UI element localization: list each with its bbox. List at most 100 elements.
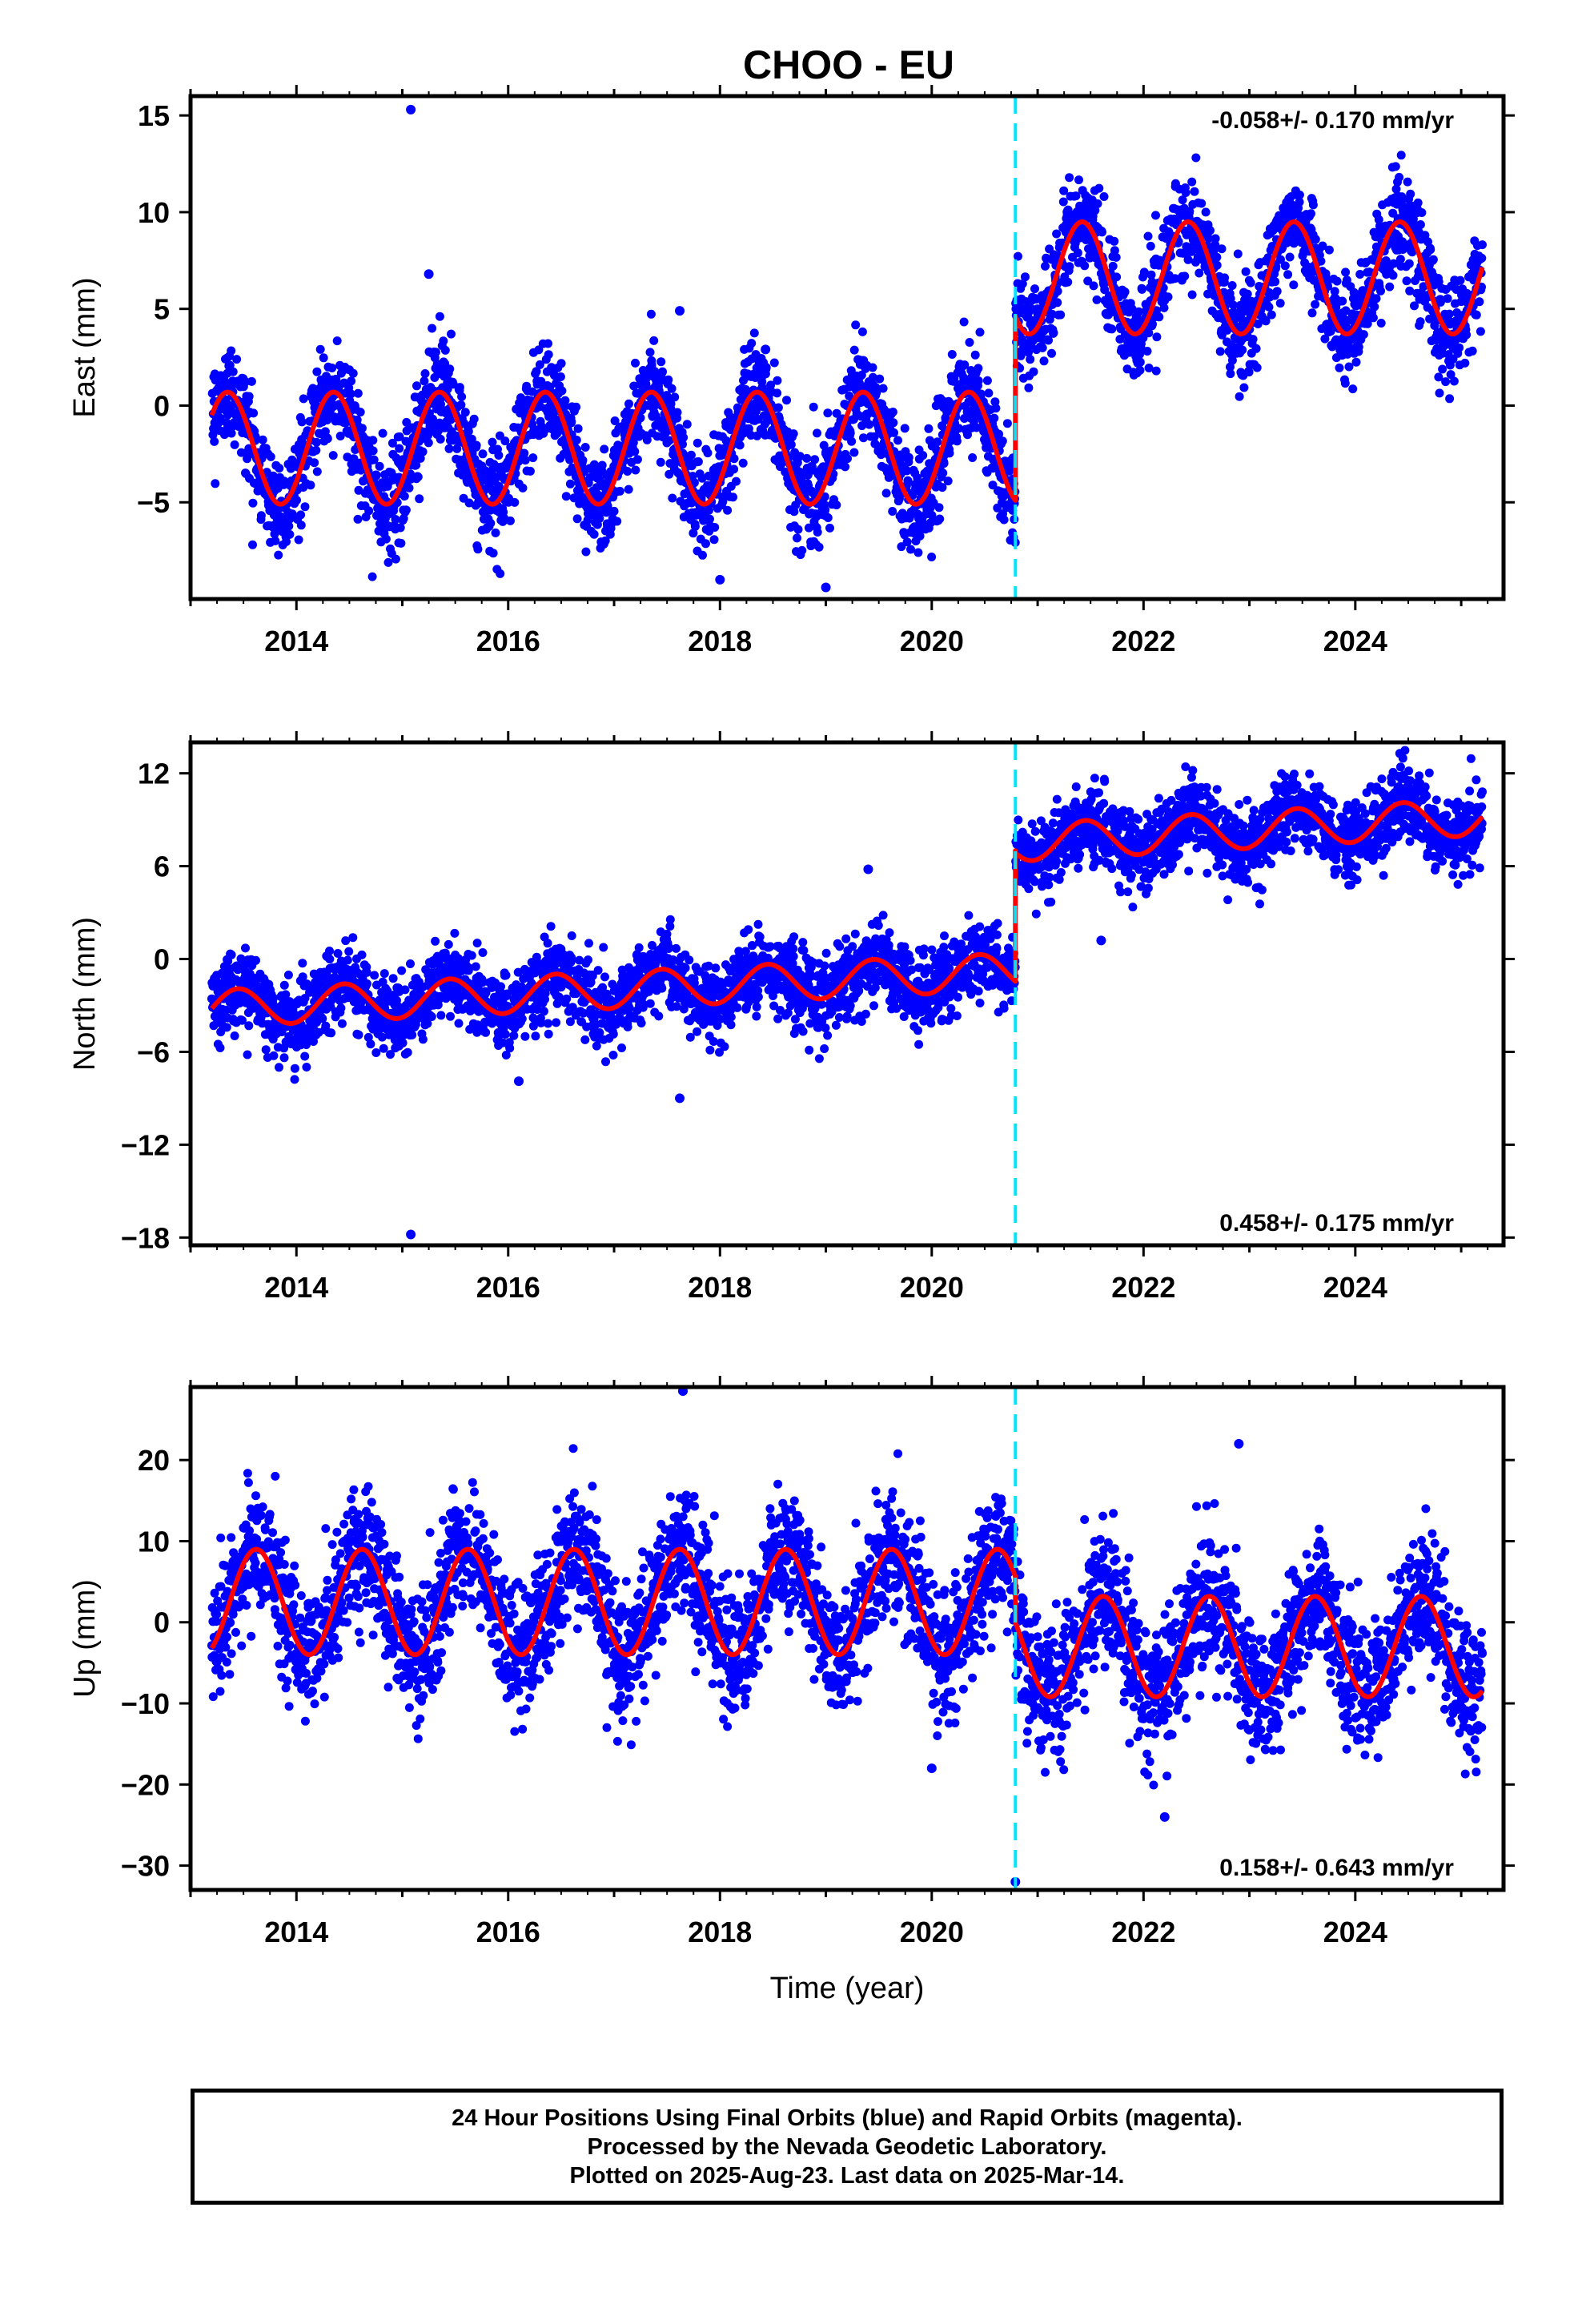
data-point — [222, 1023, 231, 1032]
data-point — [670, 392, 680, 402]
data-point — [690, 521, 700, 531]
data-point — [418, 1035, 428, 1044]
data-point — [244, 392, 254, 401]
data-point — [478, 948, 488, 957]
data-point — [1272, 287, 1282, 296]
data-point — [298, 959, 307, 968]
data-point — [261, 1045, 271, 1055]
data-point — [1146, 241, 1155, 251]
x-tick-label: 2024 — [1323, 625, 1387, 657]
data-point — [927, 553, 937, 561]
data-point — [1233, 249, 1243, 259]
data-point — [782, 396, 791, 405]
data-point — [1083, 276, 1093, 286]
data-point — [450, 928, 460, 938]
data-point — [998, 436, 1007, 446]
data-point — [355, 408, 365, 417]
data-point — [1376, 286, 1385, 296]
data-point — [354, 485, 363, 495]
data-point — [1151, 211, 1160, 220]
data-point — [646, 309, 656, 319]
data-point — [1267, 310, 1276, 320]
data-point — [988, 480, 998, 490]
data-point — [471, 962, 480, 971]
data-point — [436, 434, 445, 444]
data-point — [959, 317, 969, 327]
data-point — [1135, 350, 1144, 359]
data-point — [1324, 245, 1334, 255]
data-point — [1252, 363, 1262, 372]
data-points — [207, 746, 1487, 1084]
data-point — [679, 432, 689, 442]
data-point — [535, 360, 544, 369]
data-point — [1024, 383, 1034, 392]
data-point — [275, 512, 285, 521]
data-point — [478, 449, 488, 459]
data-point — [1271, 277, 1280, 287]
data-point — [1110, 236, 1119, 246]
data-point — [732, 476, 741, 486]
data-point — [1108, 261, 1118, 271]
data-point — [431, 348, 440, 357]
data-point — [1402, 276, 1411, 286]
data-point — [1065, 173, 1074, 183]
data-point — [1338, 296, 1347, 306]
data-point — [600, 444, 609, 454]
data-point — [333, 949, 343, 958]
data-point — [738, 458, 748, 468]
data-point — [1058, 197, 1068, 207]
data-point — [227, 950, 236, 959]
data-point — [1311, 235, 1320, 244]
data-point — [709, 535, 719, 545]
data-point — [793, 533, 801, 543]
data-point — [354, 1030, 363, 1039]
data-point — [534, 345, 544, 355]
data-point — [357, 424, 367, 433]
data-point — [843, 454, 852, 464]
data-point — [501, 971, 511, 980]
data-point — [500, 436, 510, 446]
data-point — [825, 523, 834, 533]
data-point — [1071, 191, 1081, 201]
data-point — [610, 416, 620, 425]
data-point — [729, 454, 739, 464]
data-point — [1391, 184, 1401, 194]
data-point — [1089, 281, 1098, 291]
data-point — [436, 1011, 446, 1020]
data-point — [795, 452, 805, 461]
data-point — [1407, 247, 1417, 257]
data-point — [1029, 367, 1038, 376]
data-point — [327, 1028, 336, 1038]
data-point — [369, 455, 379, 464]
data-point — [377, 1032, 387, 1042]
data-point — [1359, 330, 1368, 340]
data-point — [1238, 345, 1247, 355]
data-point — [581, 547, 591, 557]
data-point — [1151, 366, 1161, 376]
data-point — [1229, 300, 1238, 310]
data-point — [1403, 177, 1412, 187]
data-point — [488, 437, 497, 447]
data-point — [298, 972, 307, 982]
data-point — [520, 456, 530, 465]
data-point — [400, 985, 410, 995]
data-point — [865, 420, 874, 429]
data-point — [1065, 262, 1074, 271]
data-point — [1275, 299, 1285, 308]
data-point — [1183, 255, 1193, 264]
data-point — [567, 417, 576, 427]
data-point — [1332, 276, 1342, 286]
data-point — [238, 1015, 247, 1025]
data-point — [851, 320, 861, 330]
data-point — [415, 494, 424, 504]
data-point — [431, 936, 440, 946]
data-point — [665, 436, 674, 445]
data-point — [1307, 308, 1317, 318]
data-point — [631, 465, 640, 475]
data-point — [935, 514, 945, 524]
data-point — [960, 360, 970, 370]
data-point — [379, 969, 389, 979]
data-point — [1047, 309, 1057, 319]
data-point — [1056, 310, 1066, 320]
data-point — [572, 436, 581, 444]
